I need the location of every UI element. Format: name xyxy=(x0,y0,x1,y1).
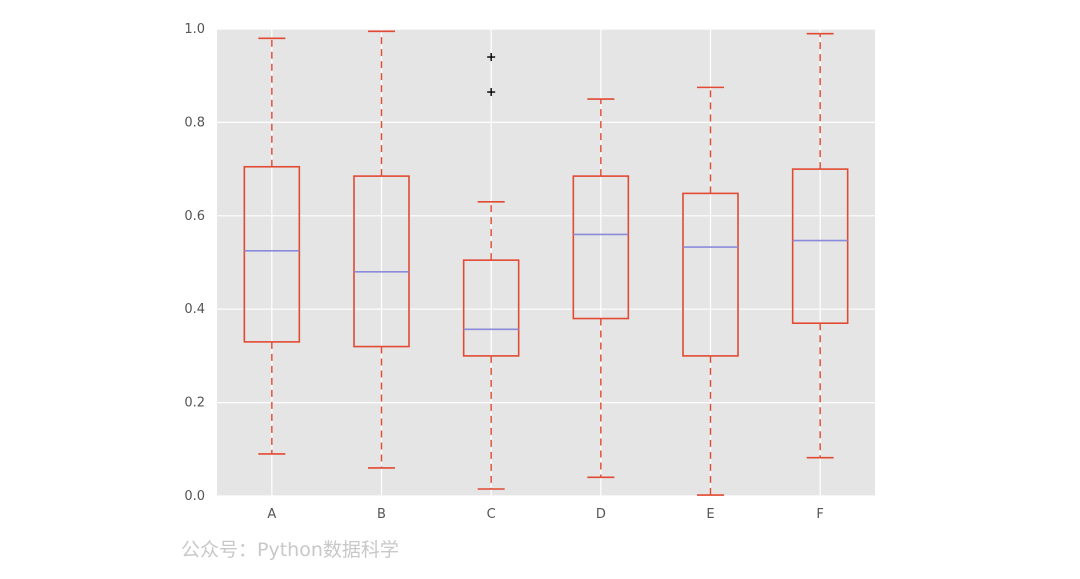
box-e xyxy=(682,86,739,496)
box-d xyxy=(572,98,630,479)
watermark-text: 公众号：Python数据科学 xyxy=(181,539,399,561)
y-tick-label: 0.4 xyxy=(184,302,205,317)
box-f xyxy=(791,32,849,459)
y-tick-label: 0.2 xyxy=(184,396,205,411)
box-b xyxy=(353,30,410,469)
y-tick-label: 1.0 xyxy=(184,22,205,37)
iqr-box xyxy=(353,175,410,348)
x-axis-ticks: A B C D E F xyxy=(267,507,824,522)
box-a xyxy=(243,37,301,455)
x-tick-label: C xyxy=(487,507,496,522)
y-tick-label: 0.6 xyxy=(184,209,205,224)
box-c xyxy=(462,53,520,490)
boxes-group xyxy=(243,30,849,496)
y-axis-ticks: 0.0 0.2 0.4 0.6 0.8 1.0 xyxy=(184,22,205,504)
iqr-box xyxy=(791,168,849,325)
plot-area xyxy=(217,29,875,496)
iqr-box xyxy=(462,259,520,357)
x-tick-label: F xyxy=(816,507,823,522)
x-tick-label: A xyxy=(267,507,276,522)
iqr-box xyxy=(572,175,630,320)
y-tick-label: 0.0 xyxy=(184,489,205,504)
x-tick-label: B xyxy=(377,507,386,522)
outlier-marker xyxy=(487,53,496,62)
x-tick-label: E xyxy=(706,507,714,522)
x-tick-label: D xyxy=(596,507,606,522)
iqr-box xyxy=(682,192,739,357)
iqr-box xyxy=(243,165,301,343)
y-tick-label: 0.8 xyxy=(184,115,205,130)
outlier-marker xyxy=(487,88,496,97)
